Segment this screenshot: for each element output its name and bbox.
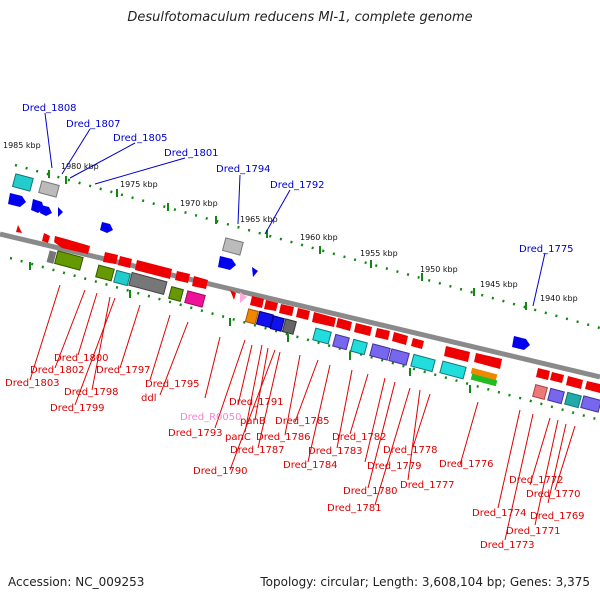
gene-label: ddl: [141, 393, 156, 404]
gene-label: Dred_1800: [54, 353, 109, 364]
gene-label: Dred_1786: [256, 432, 311, 443]
gene-arrow: [218, 256, 236, 270]
gene-arrow: [40, 205, 52, 216]
kbp-label: 1955 kbp: [360, 249, 398, 258]
gene-label: Dred_1778: [383, 445, 438, 456]
gene-label: Dred_1782: [332, 432, 387, 443]
gene-arrow: [512, 336, 530, 350]
gene-label: Dred_1808: [22, 103, 77, 114]
kbp-label: 1950 kbp: [420, 265, 458, 274]
gene-label: Dred_1781: [327, 503, 382, 514]
gene-label: Dred_1779: [367, 461, 422, 472]
gene-label: Dred_1801: [164, 148, 219, 159]
gene-arrow: [100, 222, 113, 233]
accession-text: Accession: NC_009253: [8, 575, 145, 589]
gene-label: Dred_1797: [96, 365, 151, 376]
top-connectors: [44, 112, 546, 307]
gene-label: Dred_1771: [506, 526, 561, 537]
gene-label: Dred_1799: [50, 403, 105, 414]
gene-block: [38, 180, 60, 198]
genome-backbone: [0, 231, 600, 380]
map-title: Desulfotomaculum reducens MI-1, complete…: [127, 10, 473, 25]
genes-lower: [46, 250, 600, 413]
gene-label: Dred_1774: [472, 508, 527, 519]
gene-label: Dred_1792: [270, 180, 325, 191]
gene-label: Dred_1775: [519, 244, 574, 255]
upper-tick-track: [14, 163, 600, 330]
gene-label: Dred_1798: [64, 387, 119, 398]
genes-red: [16, 225, 600, 393]
gene-label: Dred_1783: [308, 446, 363, 457]
kbp-label: 1975 kbp: [120, 180, 158, 189]
genes-upper-left: [8, 173, 530, 350]
gene-label: Dred_1787: [230, 445, 285, 456]
gene-label: Dred_1785: [275, 416, 330, 427]
gene-block: [221, 237, 244, 256]
gene-label: Dred_1795: [145, 379, 200, 390]
gene-label: Dred_1780: [343, 486, 398, 497]
kbp-label: 1960 kbp: [300, 233, 338, 242]
gene-label: Dred_1794: [216, 164, 271, 175]
bottom-connectors: [29, 284, 576, 541]
gene-block: [11, 173, 34, 192]
gene-label: Dred_1807: [66, 119, 121, 130]
gene-label: Dred_1802: [30, 365, 85, 376]
gene-label: Dred_1769: [530, 511, 585, 522]
gene-label: Dred_1773: [480, 540, 535, 551]
kbp-label: 1985 kbp: [3, 141, 41, 150]
gene-arrow: [8, 193, 26, 207]
gene-label: Dred_1791: [229, 397, 284, 408]
kbp-label: 1970 kbp: [180, 199, 218, 208]
gene-label: Dred_1777: [400, 480, 455, 491]
kbp-label: 1980 kbp: [61, 162, 99, 171]
kbp-label: 1940 kbp: [540, 294, 578, 303]
kbp-ticks: [29, 170, 527, 393]
gene-label: panC: [225, 432, 251, 443]
gene-label: Dred_1784: [283, 460, 338, 471]
gene-label: Dred_1803: [5, 378, 60, 389]
gene-label: Dred_1793: [168, 428, 223, 439]
gene-arrow: [58, 207, 63, 217]
gene-arrow: [252, 267, 258, 277]
kbp-label: 1965 kbp: [240, 215, 278, 224]
gene-label: Dred_1770: [526, 489, 581, 500]
gene-label: Dred_1776: [439, 459, 494, 470]
gene-label: Dred_1772: [509, 475, 564, 486]
topology-text: Topology: circular; Length: 3,608,104 bp…: [260, 575, 590, 589]
kbp-label: 1945 kbp: [480, 280, 518, 289]
gene-label: Dred_1790: [193, 466, 248, 477]
gene-label: Dred_1805: [113, 133, 168, 144]
gene-label: Dred_R0050: [180, 412, 242, 423]
gene-label: panB: [240, 416, 266, 427]
